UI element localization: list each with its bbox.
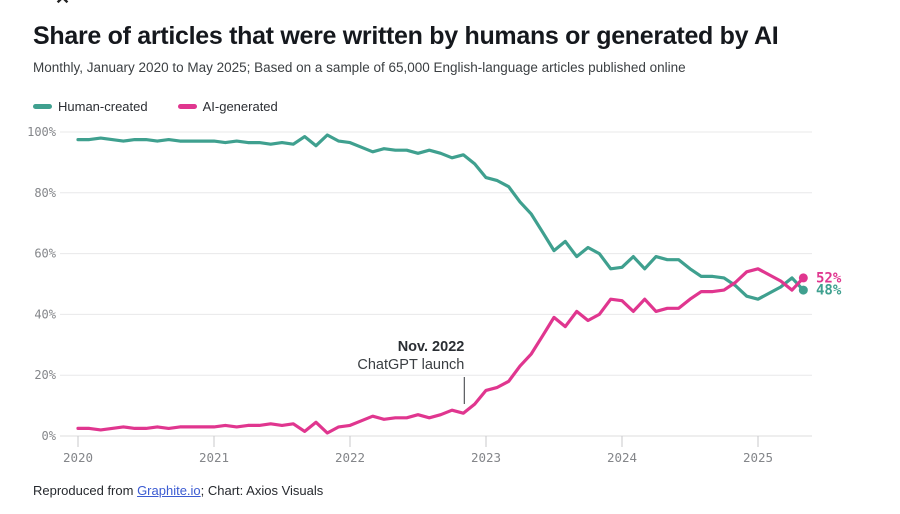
y-axis-label: 40% [34, 307, 56, 321]
y-axis-label: 100% [27, 125, 57, 139]
legend-label: AI-generated [202, 99, 278, 114]
graphite-link[interactable]: Graphite.io [137, 483, 201, 498]
x-axis-label: 2024 [607, 450, 637, 465]
source-credit-prefix: Reproduced from [33, 483, 138, 498]
human-created-line [76, 133, 805, 301]
y-axis-label: 80% [34, 186, 56, 200]
x-axis-label: 2023 [471, 450, 501, 465]
x-axis-label: 2020 [63, 450, 93, 465]
page-title: Share of articles that were written by h… [33, 22, 779, 50]
y-axis-label: 60% [34, 247, 56, 261]
y-axis-label: 0% [42, 429, 57, 443]
x-axis-label: 2025 [743, 450, 773, 465]
human-created-end-dot [798, 285, 808, 295]
ai-generated-swatch [177, 104, 197, 109]
legend-item-human-created: Human-created [33, 99, 148, 114]
annotation-text: ChatGPT launch [357, 357, 464, 373]
human-created-end-label: 48% [816, 283, 842, 299]
legend: Human-created AI-generated [33, 99, 308, 114]
legend-label: Human-created [58, 99, 148, 114]
source-credit-suffix: ; Chart: Axios Visuals [200, 483, 324, 498]
x-axis-label: 2021 [199, 450, 229, 465]
ai-generated-end-label: 52% [816, 270, 842, 286]
x-axis-label: 2022 [335, 450, 365, 465]
legend-item-ai-generated: AI-generated [177, 99, 278, 114]
ai-generated-line [76, 267, 805, 435]
annotation-title: Nov. 2022 [398, 339, 465, 355]
ai-generated-end-dot [798, 273, 808, 283]
close-icon[interactable]: ✕ [55, 0, 72, 9]
source-credit: Reproduced from Graphite.io; Chart: Axio… [33, 483, 323, 498]
y-axis-label: 20% [34, 368, 56, 382]
chart-subtitle: Monthly, January 2020 to May 2025; Based… [33, 60, 686, 75]
human-created-swatch [33, 104, 52, 109]
